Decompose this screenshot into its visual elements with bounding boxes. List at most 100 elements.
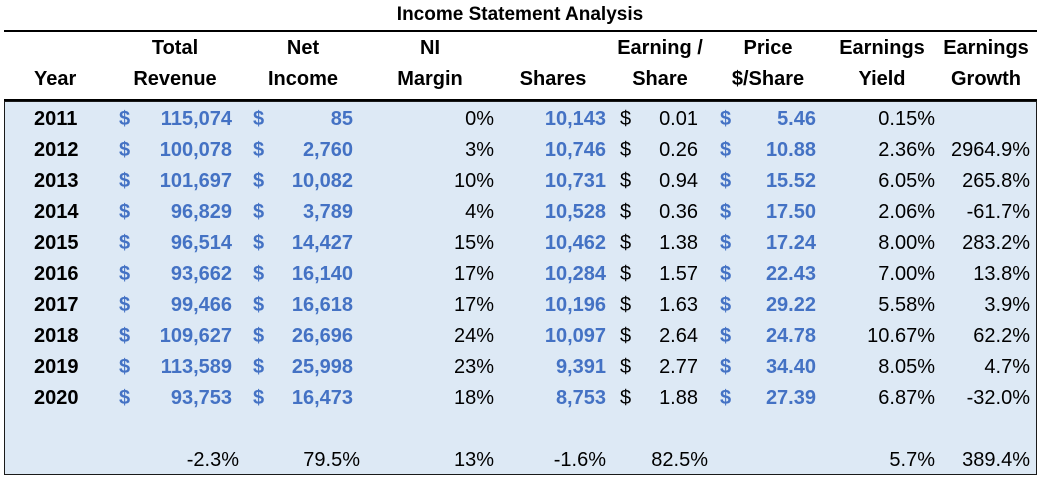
cell-shares: 10,143	[544, 108, 606, 130]
header-shares: Shares	[519, 68, 587, 90]
table-row: 2012 $100,078 $2,760 3% 10,746 $0.26 $10.88 2.3…	[0, 135, 1040, 166]
revenue-dollar-sign: $	[119, 294, 131, 316]
cell-shares: 10,284	[544, 263, 606, 285]
header-earnings-growth-line1: Earnings	[943, 37, 1029, 59]
cell-earnings-yield: 7.00%	[878, 263, 935, 285]
cell-revenue: 101,697	[159, 170, 232, 192]
cell-price: 29.22	[765, 294, 816, 316]
cell-price: 22.43	[765, 263, 816, 285]
cell-year: 2015	[34, 232, 79, 254]
cell-earnings-yield: 6.87%	[878, 387, 935, 409]
cell-price: 10.88	[765, 139, 816, 161]
revenue-dollar-sign: $	[119, 201, 131, 223]
header-price-line1: Price	[743, 37, 793, 59]
cell-net-income: 14,427	[291, 232, 353, 254]
cell-revenue: 109,627	[159, 325, 232, 347]
cell-year: 2012	[34, 139, 79, 161]
cell-year: 2013	[34, 170, 79, 192]
cell-earnings-growth: 62.2%	[973, 325, 1030, 347]
net-income-dollar-sign: $	[253, 356, 265, 378]
price-dollar-sign: $	[720, 201, 732, 223]
summary-revenue: -2.3%	[186, 449, 239, 471]
cell-eps: 2.77	[659, 356, 698, 378]
cell-earnings-growth: 4.7%	[984, 356, 1030, 378]
header-ni-margin-line2: Margin	[397, 68, 463, 90]
cell-shares: 9,391	[555, 356, 606, 378]
header-total-revenue-line2: Revenue	[133, 68, 217, 90]
header-earnings-growth-line2: Growth	[951, 68, 1021, 90]
header-top-rule	[4, 30, 1037, 32]
cell-margin: 18%	[453, 387, 494, 409]
revenue-dollar-sign: $	[119, 325, 131, 347]
cell-margin: 3%	[465, 139, 494, 161]
cell-net-income: 16,140	[291, 263, 353, 285]
cell-year: 2014	[34, 201, 79, 223]
eps-dollar-sign: $	[620, 170, 632, 192]
cell-revenue: 115,074	[160, 108, 232, 130]
cell-shares: 10,097	[544, 325, 606, 347]
cell-eps: 0.26	[659, 139, 698, 161]
cell-earnings-growth: 283.2%	[962, 232, 1030, 254]
summary-eps: 82.5%	[651, 449, 708, 471]
table-row: 2015 $96,514 $14,427 15% 10,462 $1.38 $17.24 8.…	[0, 228, 1040, 259]
table-row: 2016 $93,662 $16,140 17% 10,284 $1.57 $22.43 7.…	[0, 259, 1040, 290]
cell-eps: 0.94	[659, 170, 698, 192]
cell-net-income: 16,618	[291, 294, 353, 316]
cell-revenue: 93,662	[170, 263, 232, 285]
revenue-dollar-sign: $	[119, 232, 131, 254]
summary-shares: -1.6%	[553, 449, 606, 471]
eps-dollar-sign: $	[620, 294, 632, 316]
revenue-dollar-sign: $	[119, 356, 131, 378]
cell-net-income: 16,473	[291, 387, 353, 409]
eps-dollar-sign: $	[620, 263, 632, 285]
table-row: 2014 $96,829 $3,789 4% 10,528 $0.36 $17.50 2.06…	[0, 197, 1040, 228]
eps-dollar-sign: $	[620, 325, 632, 347]
net-income-dollar-sign: $	[253, 387, 265, 409]
cell-margin: 15%	[453, 232, 494, 254]
summary-net-income: 79.5%	[303, 449, 360, 471]
cell-net-income: 10,082	[291, 170, 353, 192]
cell-revenue: 113,589	[160, 356, 232, 378]
cell-net-income: 26,696	[291, 325, 353, 347]
cell-year: 2019	[34, 356, 79, 378]
price-dollar-sign: $	[720, 263, 732, 285]
cell-earnings-growth: 2964.9%	[951, 139, 1030, 161]
net-income-dollar-sign: $	[253, 201, 265, 223]
cell-shares: 10,196	[544, 294, 606, 316]
cell-earnings-yield: 0.15%	[878, 108, 935, 130]
header-earnings-yield-line1: Earnings	[839, 37, 925, 59]
cell-eps: 2.64	[659, 325, 698, 347]
revenue-dollar-sign: $	[119, 387, 131, 409]
cell-margin: 17%	[453, 263, 494, 285]
revenue-dollar-sign: $	[119, 263, 131, 285]
cell-earnings-yield: 8.05%	[878, 356, 935, 378]
cell-price: 34.40	[765, 356, 816, 378]
cell-price: 24.78	[765, 325, 816, 347]
header-eps-line1: Earning /	[617, 37, 703, 59]
eps-dollar-sign: $	[620, 201, 632, 223]
eps-dollar-sign: $	[620, 232, 632, 254]
price-dollar-sign: $	[720, 170, 732, 192]
price-dollar-sign: $	[720, 294, 732, 316]
table-row: 2013 $101,697 $10,082 10% 10,731 $0.94 $15.52 6…	[0, 166, 1040, 197]
cell-earnings-yield: 2.06%	[878, 201, 935, 223]
cell-revenue: 96,514	[170, 232, 232, 254]
cell-margin: 23%	[453, 356, 494, 378]
cell-eps: 1.38	[659, 232, 698, 254]
header-ni-margin-line1: NI	[420, 37, 440, 59]
cell-shares: 10,731	[544, 170, 606, 192]
cell-price: 5.46	[777, 108, 816, 130]
cell-earnings-yield: 5.58%	[878, 294, 935, 316]
cell-year: 2017	[34, 294, 79, 316]
cell-earnings-growth: 3.9%	[984, 294, 1030, 316]
cell-year: 2020	[34, 387, 79, 409]
cell-margin: 24%	[453, 325, 494, 347]
cell-net-income: 3,789	[302, 201, 353, 223]
table-body-panel	[4, 101, 1037, 475]
header-bottom-rule	[4, 99, 1037, 101]
cell-earnings-growth: -32.0%	[966, 387, 1030, 409]
cell-net-income: 25,998	[291, 356, 353, 378]
header-year: Year	[34, 68, 77, 90]
cell-shares: 10,528	[544, 201, 606, 223]
cell-shares: 8,753	[555, 387, 606, 409]
